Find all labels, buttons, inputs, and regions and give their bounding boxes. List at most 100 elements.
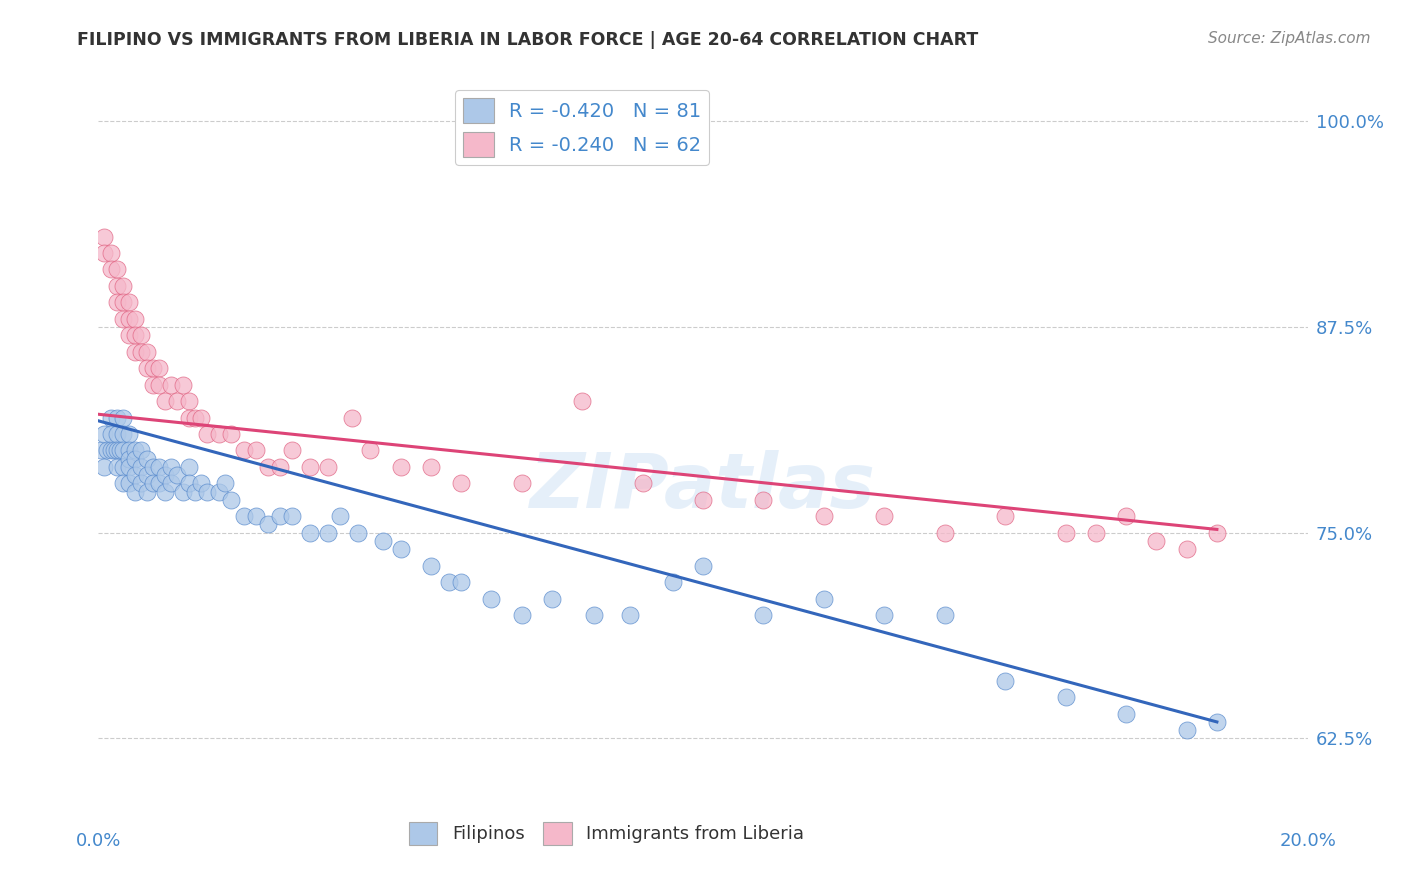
Point bbox=[148, 476, 170, 491]
Point bbox=[160, 459, 183, 474]
Point bbox=[450, 476, 472, 491]
Point bbox=[124, 484, 146, 499]
Point bbox=[105, 443, 128, 458]
Point bbox=[135, 468, 157, 483]
Point bbox=[347, 525, 370, 540]
Point bbox=[142, 361, 165, 376]
Point bbox=[1054, 690, 1077, 705]
Point bbox=[571, 394, 593, 409]
Point bbox=[124, 451, 146, 466]
Point bbox=[450, 575, 472, 590]
Point bbox=[148, 377, 170, 392]
Point bbox=[813, 509, 835, 524]
Point bbox=[118, 328, 141, 343]
Point bbox=[172, 377, 194, 392]
Point bbox=[166, 468, 188, 483]
Point bbox=[124, 443, 146, 458]
Point bbox=[1175, 542, 1198, 557]
Point bbox=[221, 492, 243, 507]
Point bbox=[179, 476, 201, 491]
Point bbox=[195, 427, 218, 442]
Point bbox=[371, 533, 394, 548]
Point bbox=[105, 295, 128, 310]
Point bbox=[437, 575, 460, 590]
Point bbox=[232, 509, 254, 524]
Point bbox=[583, 607, 606, 622]
Point bbox=[245, 509, 267, 524]
Point bbox=[90, 443, 112, 458]
Point bbox=[1206, 525, 1229, 540]
Point bbox=[256, 517, 278, 532]
Point bbox=[142, 377, 165, 392]
Point bbox=[100, 262, 122, 277]
Point bbox=[124, 311, 146, 326]
Point bbox=[342, 410, 364, 425]
Point bbox=[118, 427, 141, 442]
Point bbox=[129, 476, 152, 491]
Point bbox=[692, 492, 714, 507]
Point bbox=[692, 558, 714, 573]
Point bbox=[631, 476, 654, 491]
Point bbox=[281, 509, 304, 524]
Point bbox=[256, 459, 278, 474]
Point bbox=[299, 525, 322, 540]
Point bbox=[100, 443, 122, 458]
Point bbox=[281, 443, 304, 458]
Point bbox=[118, 451, 141, 466]
Point bbox=[208, 484, 231, 499]
Point bbox=[1175, 723, 1198, 738]
Point bbox=[135, 484, 157, 499]
Point bbox=[111, 279, 134, 293]
Point bbox=[111, 459, 134, 474]
Point bbox=[118, 476, 141, 491]
Point bbox=[148, 459, 170, 474]
Point bbox=[100, 410, 122, 425]
Point bbox=[124, 328, 146, 343]
Point bbox=[195, 484, 218, 499]
Point bbox=[108, 443, 131, 458]
Legend: Filipinos, Immigrants from Liberia: Filipinos, Immigrants from Liberia bbox=[401, 814, 811, 853]
Point bbox=[93, 427, 115, 442]
Point bbox=[184, 484, 207, 499]
Point bbox=[184, 410, 207, 425]
Point bbox=[316, 525, 339, 540]
Point bbox=[93, 246, 115, 260]
Point bbox=[129, 328, 152, 343]
Point bbox=[129, 344, 152, 359]
Point bbox=[111, 443, 134, 458]
Point bbox=[214, 476, 236, 491]
Point bbox=[179, 394, 201, 409]
Point bbox=[481, 591, 503, 606]
Point bbox=[166, 394, 188, 409]
Point bbox=[118, 311, 141, 326]
Point bbox=[148, 361, 170, 376]
Point bbox=[190, 476, 212, 491]
Point bbox=[1206, 714, 1229, 729]
Point bbox=[124, 468, 146, 483]
Point bbox=[873, 607, 896, 622]
Point bbox=[1115, 509, 1137, 524]
Point bbox=[316, 459, 339, 474]
Point bbox=[619, 607, 641, 622]
Point bbox=[813, 591, 835, 606]
Point bbox=[934, 607, 956, 622]
Point bbox=[100, 246, 122, 260]
Text: FILIPINO VS IMMIGRANTS FROM LIBERIA IN LABOR FORCE | AGE 20-64 CORRELATION CHART: FILIPINO VS IMMIGRANTS FROM LIBERIA IN L… bbox=[77, 31, 979, 49]
Point bbox=[934, 525, 956, 540]
Point bbox=[153, 468, 176, 483]
Point bbox=[93, 459, 115, 474]
Point bbox=[160, 476, 183, 491]
Point bbox=[752, 607, 775, 622]
Point bbox=[1115, 706, 1137, 721]
Point bbox=[172, 484, 194, 499]
Point bbox=[100, 427, 122, 442]
Point bbox=[269, 509, 291, 524]
Point bbox=[129, 459, 152, 474]
Point bbox=[389, 459, 412, 474]
Point bbox=[994, 509, 1017, 524]
Point bbox=[118, 459, 141, 474]
Point bbox=[752, 492, 775, 507]
Point bbox=[873, 509, 896, 524]
Point bbox=[1144, 533, 1167, 548]
Point bbox=[153, 484, 176, 499]
